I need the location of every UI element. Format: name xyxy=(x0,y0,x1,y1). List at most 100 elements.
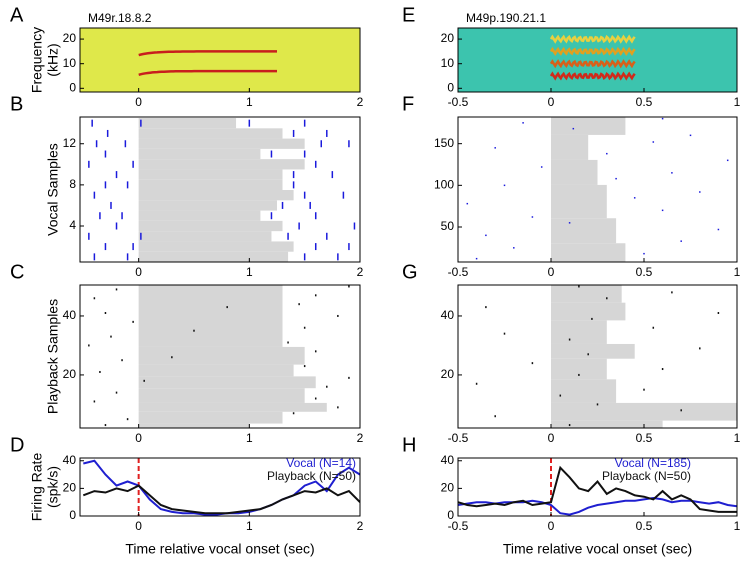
y-tick-label: 100 xyxy=(434,178,454,192)
y-tick-label: 20 xyxy=(63,31,77,45)
plot-area xyxy=(458,28,737,92)
vocal-shade xyxy=(138,179,283,191)
panel-letter: C xyxy=(10,261,24,283)
harmonic xyxy=(549,71,636,81)
vocal-shade xyxy=(138,148,261,160)
vocal-shade xyxy=(138,128,283,139)
y-axis-label: Firing Rate xyxy=(29,453,45,522)
x-tick-label: 1 xyxy=(246,431,253,445)
plot-area xyxy=(475,285,737,428)
vocal-shade xyxy=(138,210,261,221)
plot-area xyxy=(466,117,729,262)
harmonic xyxy=(549,59,636,69)
panel-letter: A xyxy=(10,4,24,26)
x-tick-label: -0.5 xyxy=(448,519,469,533)
x-tick-label: 1 xyxy=(734,431,741,445)
axes-frame xyxy=(79,27,361,93)
vocal-shade xyxy=(551,420,663,428)
panel-title: M49p.190.21.1 xyxy=(466,11,546,25)
axes-frame xyxy=(457,27,738,93)
vocal-shade xyxy=(138,364,294,377)
panel-letter: D xyxy=(10,434,24,456)
x-tick-label: 0 xyxy=(135,95,142,109)
vocal-shade xyxy=(138,138,305,149)
x-tick-label: 0 xyxy=(135,519,142,533)
vocal-shade xyxy=(138,118,237,129)
vocal-shade xyxy=(138,411,283,424)
vocal-shade xyxy=(551,402,737,421)
panel-letter: H xyxy=(402,434,416,456)
vocal-shade xyxy=(551,358,607,380)
vocal-shade xyxy=(138,190,294,201)
x-tick-label: 0 xyxy=(135,265,142,279)
harmonic xyxy=(549,46,636,57)
y-tick-label: 8 xyxy=(69,177,76,191)
y-axis-label: Vocal Samples xyxy=(45,143,61,236)
x-tick-label: 0.5 xyxy=(636,519,653,533)
vocal-shade xyxy=(551,117,626,135)
psth-line xyxy=(82,484,360,515)
panel-letter: G xyxy=(402,261,418,283)
x-tick-label: 0.5 xyxy=(636,95,653,109)
x-tick-label: 1 xyxy=(734,95,741,109)
vocal-shade xyxy=(138,388,305,403)
vocal-shade xyxy=(551,343,635,359)
y-tick-label: 40 xyxy=(441,453,455,467)
vocal-shade xyxy=(551,302,626,321)
legend-entry: Playback (N=50) xyxy=(602,469,691,483)
y-tick-label: 20 xyxy=(441,31,455,45)
x-tick-label: -0.5 xyxy=(448,265,469,279)
x-tick-label: 1 xyxy=(734,519,741,533)
axes-frame xyxy=(457,457,738,517)
plot-area xyxy=(458,458,737,516)
legend-entry: Playback (N=50) xyxy=(267,469,356,483)
x-tick-label: 2 xyxy=(357,431,364,445)
vocal-shade xyxy=(551,243,626,262)
vocal-shade xyxy=(138,402,327,412)
y-tick-label: 150 xyxy=(434,136,454,150)
y-axis-label: (kHz) xyxy=(45,43,61,76)
y-tick-label: 20 xyxy=(441,367,455,381)
x-tick-label: 0 xyxy=(548,519,555,533)
y-tick-label: 20 xyxy=(441,481,455,495)
plot-area xyxy=(88,285,350,428)
x-tick-label: 0 xyxy=(548,265,555,279)
x-tick-label: 0 xyxy=(548,431,555,445)
y-tick-label: 0 xyxy=(69,508,76,522)
legend-entry: Vocal (N=185) xyxy=(615,456,691,470)
y-tick-label: 50 xyxy=(441,219,455,233)
plot-area xyxy=(80,28,360,92)
vocal-shade xyxy=(138,169,283,180)
y-tick-label: 4 xyxy=(69,218,76,232)
panel-letter: E xyxy=(402,4,415,26)
psth-line xyxy=(458,465,737,513)
x-tick-label: 1 xyxy=(246,95,253,109)
vocal-shade xyxy=(551,320,607,344)
y-tick-label: 40 xyxy=(63,453,77,467)
x-tick-label: -0.5 xyxy=(448,95,469,109)
vocal-shade xyxy=(138,200,277,211)
y-tick-label: 0 xyxy=(447,508,454,522)
vocal-shade xyxy=(551,134,589,160)
vocal-shade xyxy=(138,159,305,170)
vocal-shade xyxy=(138,220,283,232)
plot-area xyxy=(82,458,360,516)
vocal-shade xyxy=(138,346,305,365)
y-axis-label: Frequency xyxy=(29,27,45,93)
x-tick-label: 2 xyxy=(357,95,364,109)
x-tick-label: 1 xyxy=(246,519,253,533)
x-tick-label: 0 xyxy=(548,95,555,109)
harmonic xyxy=(549,34,636,44)
x-tick-label: 0 xyxy=(135,431,142,445)
x-tick-label: 0.5 xyxy=(636,431,653,445)
vocal-shade xyxy=(138,231,272,242)
x-tick-label: 1 xyxy=(246,265,253,279)
vocal-shade xyxy=(138,251,289,262)
vocal-shade xyxy=(138,423,250,428)
axes-frame xyxy=(79,284,361,429)
y-tick-label: 20 xyxy=(63,367,77,381)
x-axis-label: Time relative vocal onset (sec) xyxy=(125,541,314,557)
y-tick-label: 10 xyxy=(441,56,455,70)
y-tick-label: 20 xyxy=(63,481,77,495)
